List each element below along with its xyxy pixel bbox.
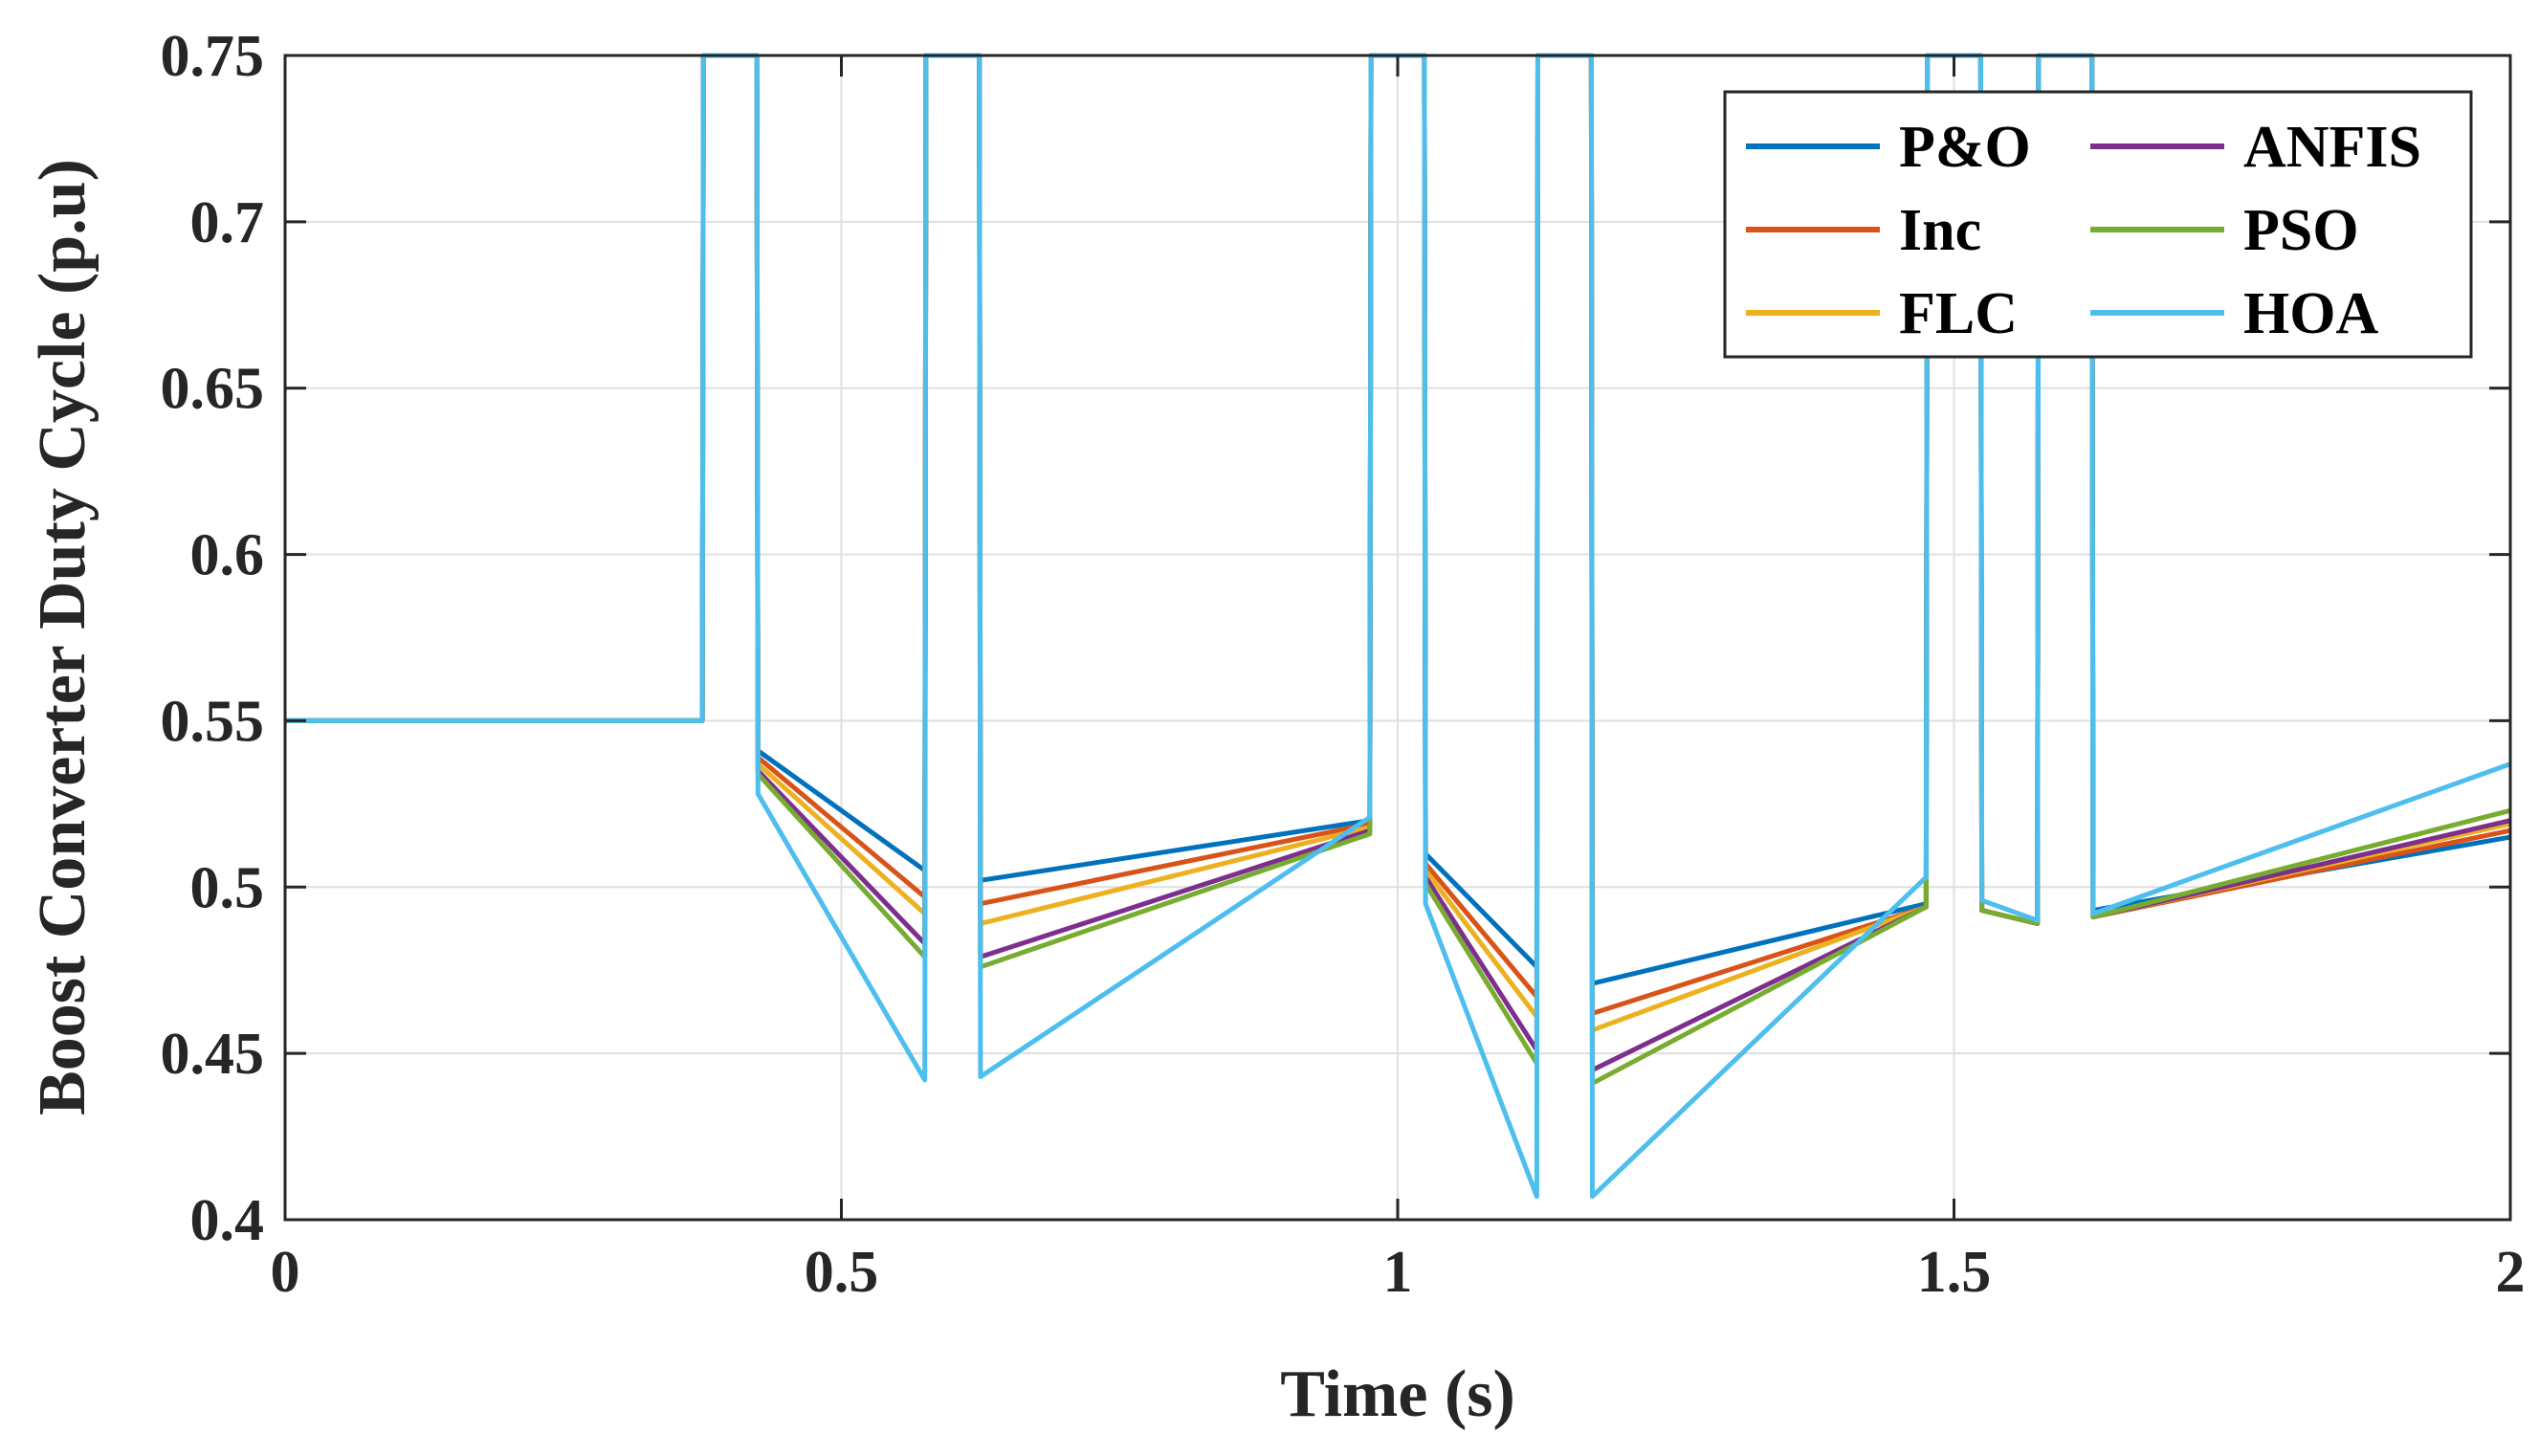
y-axis-title: Boost Converter Duty Cycle (p.u): [26, 159, 99, 1115]
legend: P&O Inc FLC ANFIS PSO HOA: [1723, 90, 2473, 359]
x-tick-label: 1.5: [1917, 1240, 1992, 1305]
series-line-pso: [285, 53, 2511, 1086]
axis-ticks: 0 0.5 1 1.5 2 0.4 0.45 0.5 0.55 0.6 0.65 0.7 0.75: [161, 24, 2526, 1305]
y-tick-label: 0.45: [161, 1022, 265, 1087]
y-tick-label: 0.5: [190, 855, 265, 920]
legend-label-hoa: HOA: [2243, 281, 2378, 346]
x-tick-label: 1: [1383, 1240, 1413, 1305]
x-tick-label: 0: [271, 1240, 300, 1305]
x-axis-title: Time (s): [1280, 1357, 1515, 1431]
series-line-hoa: [285, 53, 2511, 1200]
x-tick-label: 0.5: [805, 1240, 879, 1305]
legend-label-flc: FLC: [1899, 281, 2018, 346]
legend-label-inc: Inc: [1899, 198, 1981, 263]
legend-label-anfis: ANFIS: [2243, 115, 2421, 180]
y-tick-label: 0.4: [190, 1188, 265, 1253]
legend-label-pso: PSO: [2243, 198, 2359, 263]
y-tick-label: 0.7: [190, 190, 265, 255]
x-tick-label: 2: [2496, 1240, 2526, 1305]
y-tick-label: 0.65: [161, 357, 265, 422]
series-lines: [285, 53, 2511, 1200]
y-tick-label: 0.55: [161, 689, 265, 754]
y-tick-label: 0.75: [161, 24, 265, 89]
y-tick-label: 0.6: [190, 523, 265, 588]
legend-label-p-o: P&O: [1899, 115, 2031, 180]
